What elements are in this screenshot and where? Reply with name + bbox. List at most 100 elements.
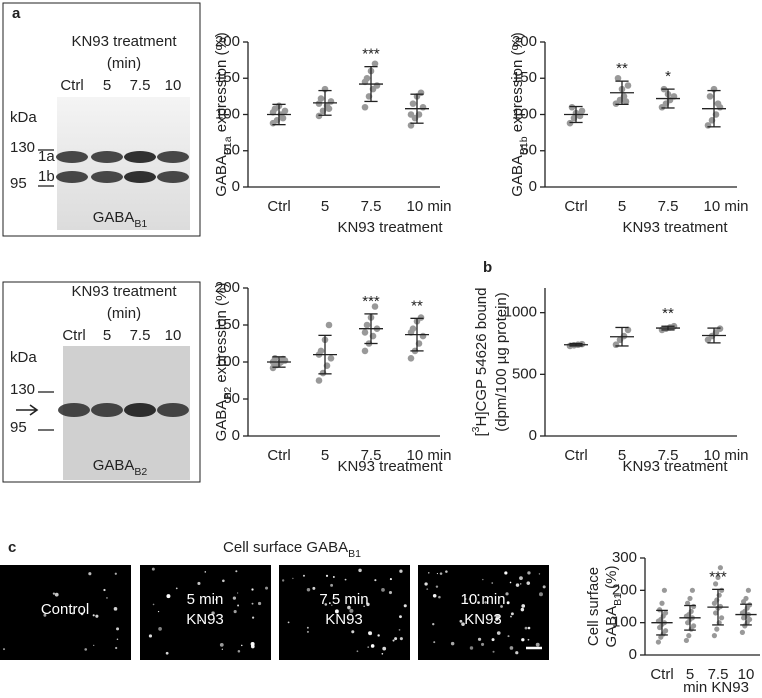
- x-tick-label: 7.5: [708, 666, 729, 683]
- protein-band: [157, 403, 189, 417]
- data-point: [691, 623, 697, 629]
- subscript: B2: [222, 387, 234, 400]
- speckle: [399, 569, 403, 573]
- data-point: [691, 603, 697, 610]
- data-point: [739, 629, 746, 635]
- speckle: [252, 616, 255, 619]
- speckle: [521, 638, 525, 642]
- blot-image: [57, 97, 190, 230]
- data-point: [687, 595, 693, 602]
- speckle: [148, 634, 153, 638]
- data-point: [713, 581, 719, 587]
- speckle: [237, 650, 241, 653]
- y-tick-label: 0: [232, 427, 240, 444]
- speckle: [435, 585, 439, 588]
- speckle: [504, 571, 508, 575]
- y-tick-label: 0: [529, 427, 537, 444]
- speckle: [461, 622, 465, 626]
- protein-band: [91, 171, 123, 183]
- data-point: [745, 587, 752, 593]
- data-point: [315, 377, 323, 384]
- data-point: [281, 107, 289, 115]
- speckle: [3, 648, 6, 651]
- data-point: [315, 112, 323, 120]
- y-tick-label: 150: [215, 316, 240, 333]
- data-point: [714, 626, 720, 632]
- micrograph: [140, 565, 271, 660]
- speckle: [204, 571, 207, 573]
- data-point: [713, 610, 719, 616]
- image-label: KN93: [464, 611, 502, 628]
- speckle: [250, 641, 255, 646]
- y-tick-label: 150: [512, 69, 537, 86]
- data-point: [663, 628, 669, 634]
- data-point: [614, 74, 622, 82]
- y-tick-label: 100: [215, 105, 240, 122]
- speckle: [538, 592, 543, 597]
- speckle: [459, 619, 463, 623]
- x-tick-label: 10 min: [703, 447, 748, 464]
- speckle: [484, 601, 487, 604]
- speckle: [426, 588, 429, 591]
- speckle: [382, 646, 387, 651]
- data-point: [711, 633, 718, 639]
- panel-label: b: [483, 259, 492, 276]
- text-part: GABA: [93, 457, 135, 474]
- y-tick-label: 150: [215, 69, 240, 86]
- speckle: [515, 583, 520, 587]
- speckle: [175, 587, 178, 590]
- y-tick-label: 50: [223, 390, 240, 407]
- micrograph: [0, 565, 131, 660]
- speckle: [71, 612, 75, 615]
- blot-unit: (min): [107, 305, 141, 322]
- protein-band: [124, 151, 156, 163]
- subscript: B1a: [222, 136, 234, 155]
- speckle: [306, 588, 311, 592]
- protein-band: [91, 403, 123, 417]
- significance: **: [616, 60, 628, 77]
- data-point: [417, 89, 425, 97]
- x-tick-label: 7.5: [658, 447, 679, 464]
- data-point: [407, 111, 415, 118]
- text-part: (dpm/100 µg protein): [493, 292, 510, 432]
- lane-label: 7.5: [130, 77, 151, 94]
- data-point: [325, 321, 333, 329]
- marker-label: 95: [10, 175, 27, 192]
- speckle: [306, 626, 309, 629]
- speckle: [464, 598, 467, 600]
- data-point: [361, 103, 369, 111]
- y-tick-label: 200: [215, 279, 240, 296]
- speckle: [349, 608, 354, 613]
- speckle: [507, 635, 510, 638]
- speckle: [468, 598, 472, 601]
- text-part: Cell surface: [585, 567, 602, 646]
- data-point: [719, 615, 725, 621]
- data-point: [624, 326, 632, 334]
- speckle: [222, 579, 225, 583]
- x-tick-label: 7.5: [361, 198, 382, 215]
- data-point: [373, 82, 381, 89]
- speckle: [510, 612, 514, 616]
- speckle: [52, 592, 56, 595]
- speckle: [54, 592, 59, 597]
- data-point: [279, 114, 287, 122]
- speckle: [399, 637, 403, 641]
- speckle: [398, 629, 401, 631]
- speckle: [492, 650, 495, 653]
- subscript: B1: [612, 593, 624, 606]
- speckle: [500, 605, 503, 608]
- lane-label: 5: [103, 77, 111, 94]
- speckle: [519, 576, 523, 580]
- text-part: GABA: [603, 606, 620, 648]
- speckle: [211, 611, 215, 615]
- data-point: [683, 637, 690, 644]
- speckle: [526, 581, 531, 585]
- text-part: [: [473, 432, 490, 437]
- speckle: [95, 614, 99, 618]
- marker-label: 130: [10, 139, 35, 156]
- lane-label: 5: [103, 327, 111, 344]
- blot-unit: (min): [107, 55, 141, 72]
- speckle: [93, 644, 95, 647]
- y-axis-label: GABAB1b expression (%): [509, 32, 530, 197]
